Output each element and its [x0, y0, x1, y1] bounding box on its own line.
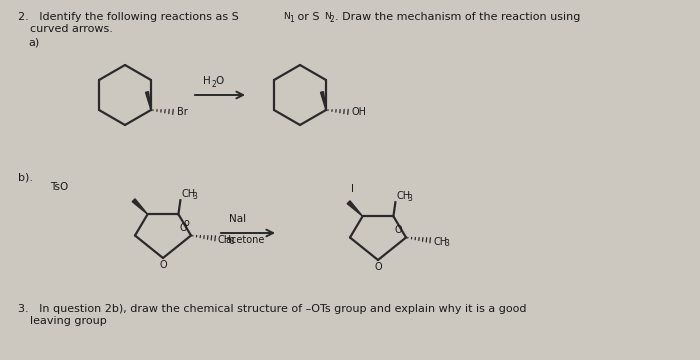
Text: 3: 3 — [407, 194, 412, 203]
Text: O: O — [374, 262, 382, 272]
Text: TsO: TsO — [50, 182, 69, 192]
Text: CH: CH — [433, 237, 447, 247]
Polygon shape — [146, 92, 151, 110]
Text: o: o — [184, 218, 190, 228]
Text: N: N — [283, 12, 290, 21]
Text: CH: CH — [218, 234, 232, 244]
Text: I: I — [351, 184, 354, 194]
Text: . Draw the mechanism of the reaction using: . Draw the mechanism of the reaction usi… — [335, 12, 580, 22]
Text: O: O — [394, 225, 402, 234]
Text: Br: Br — [177, 107, 188, 117]
Text: CH: CH — [396, 191, 410, 201]
Text: H: H — [203, 76, 211, 86]
Polygon shape — [132, 199, 148, 214]
Text: CH: CH — [181, 189, 195, 199]
Text: leaving group: leaving group — [30, 316, 106, 326]
Text: 2: 2 — [211, 80, 216, 89]
Text: 2.   Identify the following reactions as S: 2. Identify the following reactions as S — [18, 12, 239, 22]
Text: curved arrows.: curved arrows. — [30, 24, 113, 34]
Text: 3: 3 — [444, 239, 449, 248]
Text: 3: 3 — [193, 192, 197, 201]
Text: O: O — [159, 260, 167, 270]
Text: NaI: NaI — [229, 214, 246, 224]
Text: 2: 2 — [330, 15, 335, 24]
Text: O: O — [179, 222, 187, 233]
Polygon shape — [321, 92, 326, 110]
Text: N: N — [324, 12, 330, 21]
Text: O: O — [215, 76, 223, 86]
Text: a): a) — [28, 37, 39, 47]
Text: 3.   In question 2b), draw the chemical structure of –OTs group and explain why : 3. In question 2b), draw the chemical st… — [18, 304, 526, 314]
Text: 1: 1 — [289, 15, 294, 24]
Text: 3: 3 — [229, 237, 234, 246]
Text: OH: OH — [352, 107, 367, 117]
Polygon shape — [347, 201, 363, 216]
Text: or S: or S — [294, 12, 319, 22]
Text: acetone: acetone — [225, 235, 265, 245]
Text: b).: b). — [18, 172, 33, 182]
